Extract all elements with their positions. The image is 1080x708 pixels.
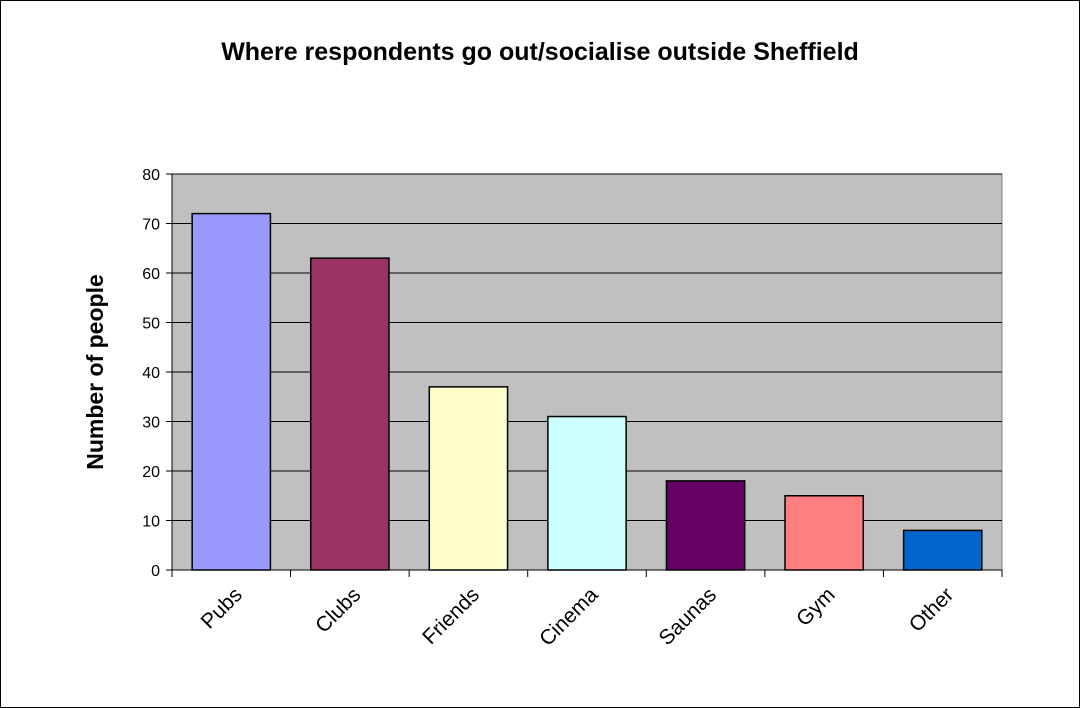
y-tick-label: 50 xyxy=(142,316,160,333)
bars xyxy=(191,212,983,571)
bar-gym xyxy=(784,495,865,571)
x-tick-label: Cinema xyxy=(535,583,603,651)
bar-other xyxy=(902,529,983,571)
x-tick-label: Gym xyxy=(792,583,840,631)
bar-saunas xyxy=(665,480,746,571)
y-tick-label: 10 xyxy=(142,514,160,531)
bar-pubs xyxy=(191,212,272,571)
x-tick-label: Other xyxy=(905,583,958,636)
y-tick-label: 60 xyxy=(142,266,160,283)
y-tick-label: 30 xyxy=(142,415,160,432)
y-tick-label: 70 xyxy=(142,217,160,234)
x-tick-label: Clubs xyxy=(311,583,365,637)
x-tick-label: Friends xyxy=(418,583,484,649)
x-tick-label: Pubs xyxy=(197,583,247,633)
y-tick-label: 80 xyxy=(142,167,160,184)
bar-friends xyxy=(428,386,509,571)
x-labels: Pubs Clubs Friends Cinema Saunas Gym Other xyxy=(197,583,959,651)
y-tick-label: 0 xyxy=(151,563,160,580)
x-tick-label: Saunas xyxy=(654,583,721,650)
bar-cinema xyxy=(547,415,627,571)
y-tick-label: 20 xyxy=(142,464,160,481)
y-axis-label: Number of people xyxy=(82,274,108,470)
bar-clubs xyxy=(309,257,390,571)
y-ticks: 0 10 20 30 40 50 60 70 80 xyxy=(142,167,172,580)
y-tick-label: 40 xyxy=(142,365,160,382)
chart-title: Where respondents go out/socialise outsi… xyxy=(221,38,859,66)
